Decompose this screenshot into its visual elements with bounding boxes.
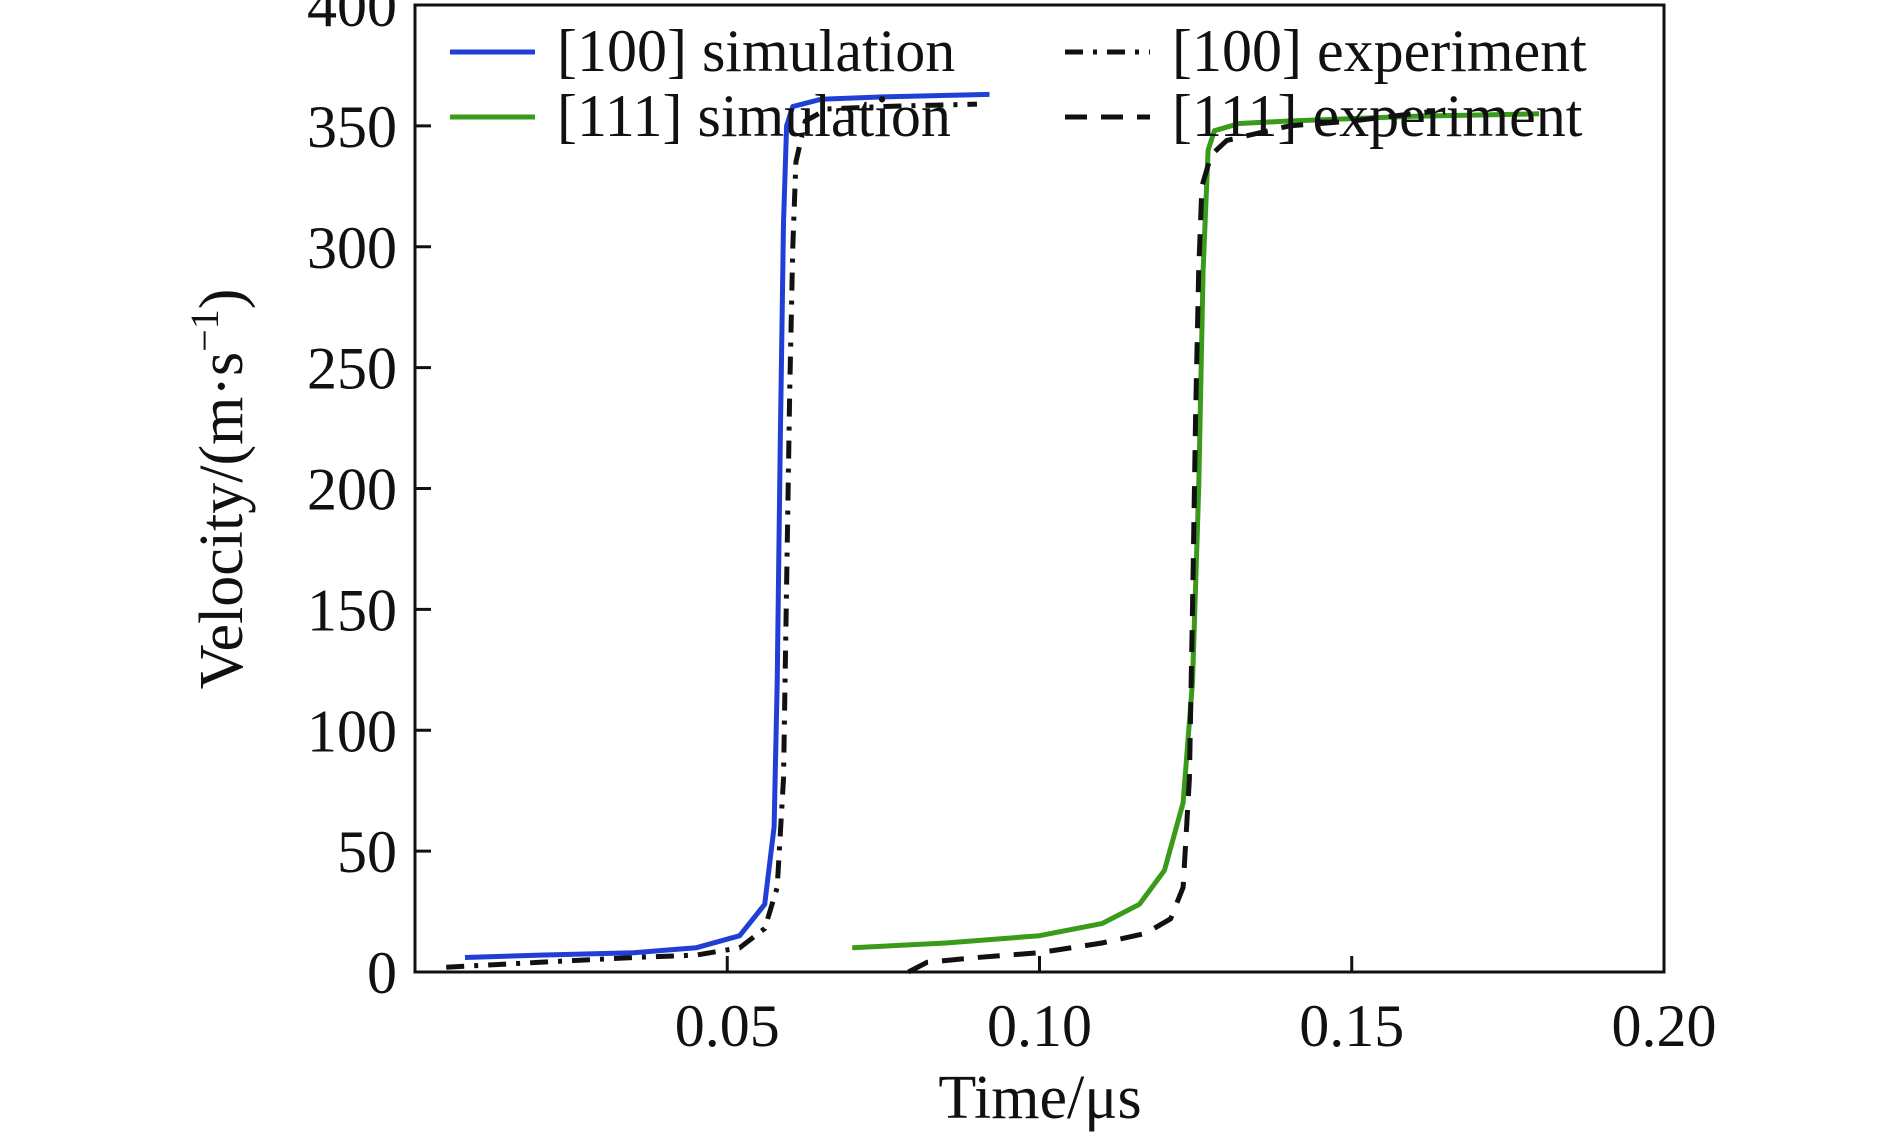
x-tick-label: 0.15 (1299, 993, 1404, 1059)
y-tick-label: 400 (307, 0, 397, 39)
legend-label-111-experiment: [111] experiment (1172, 83, 1583, 149)
plot-frame (413, 3, 1666, 974)
x-tick-label: 0.05 (675, 993, 780, 1059)
y-tick-label: 300 (307, 215, 397, 281)
x-ticks: 0.05 0.10 0.15 0.20 (675, 956, 1717, 1059)
y-axis-title: Velocity/(m·s−1) (182, 289, 256, 690)
series-line-100-experiment (446, 101, 978, 970)
series-line-111-experiment (907, 108, 1434, 975)
x-axis-title: Time/μs (938, 1064, 1141, 1132)
y-axis-title-sup: −1 (182, 309, 227, 352)
y-axis-title-close: ) (188, 289, 256, 310)
legend: [100] simulation [100] experiment [111] si… (450, 18, 1587, 149)
legend-label-100-simulation: [100] simulation (557, 18, 955, 84)
y-ticks: 0 50 100 150 200 250 300 350 400 (307, 0, 431, 1006)
x-tick-label: 0.10 (987, 993, 1092, 1059)
y-tick-label: 250 (307, 336, 397, 402)
y-tick-label: 350 (307, 94, 397, 160)
y-tick-label: 0 (367, 940, 397, 1006)
y-tick-label: 100 (307, 698, 397, 764)
y-tick-label: 200 (307, 457, 397, 523)
series-line-111-simulation (852, 111, 1540, 951)
series-line-100-simulation (464, 91, 990, 960)
y-tick-label: 50 (337, 819, 397, 885)
y-axis-title-main: Velocity/(m·s (188, 352, 256, 690)
x-tick-label: 0.20 (1612, 993, 1717, 1059)
legend-label-100-experiment: [100] experiment (1172, 18, 1587, 84)
legend-label-111-simulation: [111] simulation (557, 83, 951, 149)
series-layer (446, 91, 1540, 975)
y-tick-label: 150 (307, 577, 397, 643)
